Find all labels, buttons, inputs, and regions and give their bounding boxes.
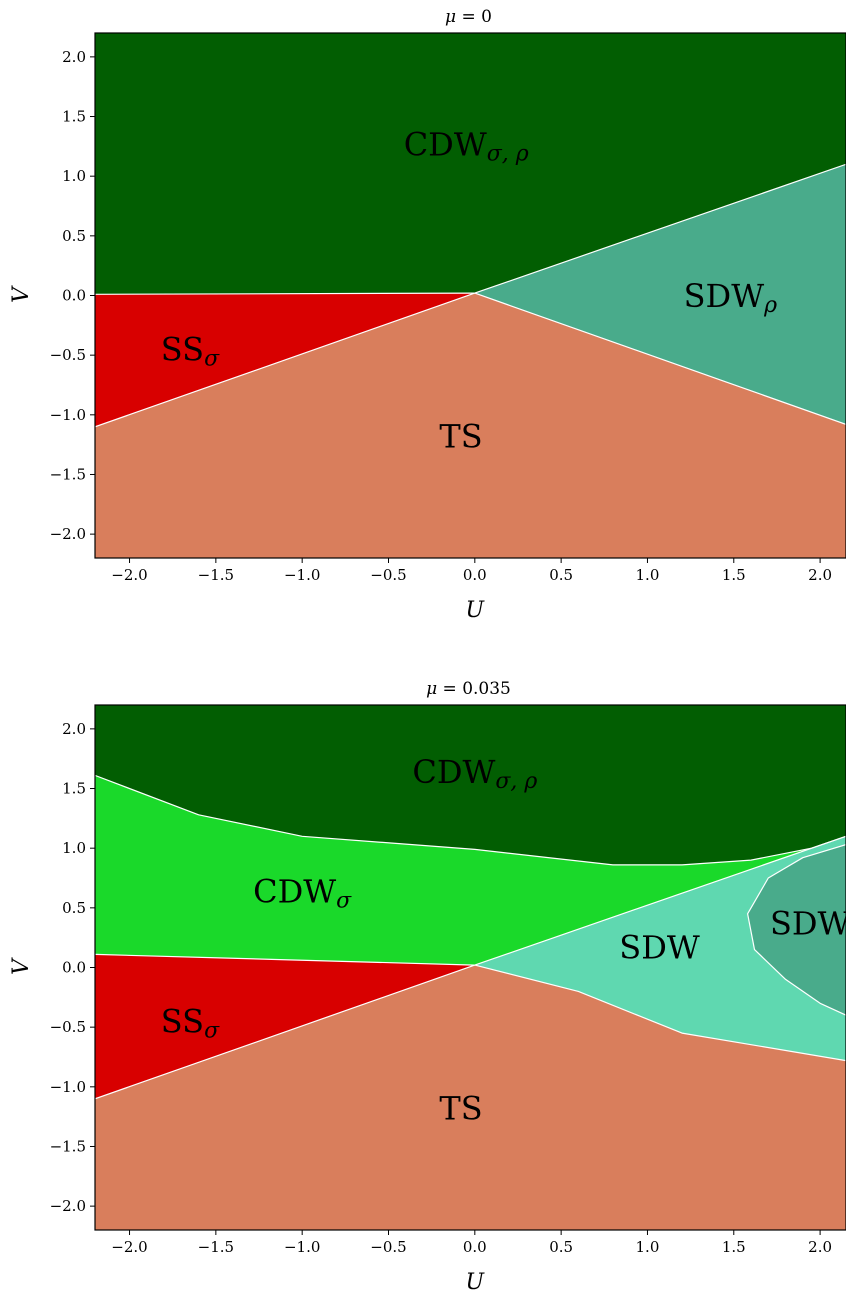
chart-panel-1: CDWσ, ρ SDWρ SSσ TS −2.0 −1.5 −1.0 −0.5 0.0 0.5 1.… <box>9 7 846 623</box>
region-SDW_rho <box>474 164 846 425</box>
phase-boundary <box>95 292 475 428</box>
x-tick-label: 2.0 <box>808 566 832 584</box>
x-tick-label: −0.5 <box>370 1238 406 1256</box>
x-axis-label: U <box>466 1270 486 1292</box>
phase-boundary <box>95 964 475 1100</box>
chart-title-mu: μ <box>426 679 437 699</box>
y-tick-label: 0.5 <box>62 227 86 245</box>
plot-area: CDWσ, ρ SDWρ SSσ TS <box>95 33 846 558</box>
region-label-TS: TS <box>439 1089 482 1127</box>
x-tick-label: 1.5 <box>722 566 746 584</box>
region-label-main: SDW <box>770 904 846 942</box>
region-label-main: CDW <box>253 872 336 910</box>
region-label-subscript: σ <box>204 1019 220 1044</box>
y-tick-label: −2.0 <box>50 1197 86 1215</box>
y-tick-label: 2.0 <box>62 48 86 66</box>
region-label-main: SDW <box>619 928 700 966</box>
chart-title-value: = 0 <box>456 7 492 27</box>
region-label-subscript: σ <box>204 347 220 372</box>
region-TS <box>95 293 846 558</box>
y-tick-label: 1.0 <box>62 167 86 185</box>
x-tick-label: 0.0 <box>463 1238 487 1256</box>
x-tick-label: 1.5 <box>722 1238 746 1256</box>
y-tick-label: −2.0 <box>50 525 86 543</box>
x-tick-label: 1.0 <box>636 566 660 584</box>
y-tick-label: −0.5 <box>50 1018 86 1036</box>
y-tick-label: 0.0 <box>62 959 86 977</box>
region-label-subscript: σ, ρ <box>487 141 529 166</box>
y-tick-label: 1.5 <box>62 108 86 126</box>
plot-area: CDWσ, ρCDWσSDWSDWρSSσTS <box>95 705 846 1230</box>
phase-boundary <box>474 835 846 966</box>
region-label-subscript: ρ <box>763 293 777 318</box>
x-axis-label: U <box>466 598 486 623</box>
y-tick-label: −1.5 <box>50 465 86 483</box>
chart-panel-2: CDWσ, ρCDWσSDWSDWρSSσTS−2.0−1.5−1.0−0.50… <box>9 679 846 1292</box>
phase-boundary <box>746 844 846 1016</box>
region-CDW_sigma_rho <box>95 705 846 865</box>
x-tick-label: −1.5 <box>198 566 234 584</box>
region-SDW_rho <box>747 844 846 1016</box>
phase-boundary <box>95 292 475 295</box>
region-label-subscript: σ <box>336 889 352 914</box>
region-SDW <box>474 836 846 1061</box>
region-label-main: TS <box>439 417 482 455</box>
region-label-main: SS <box>161 1002 204 1040</box>
x-tick-label: 0.5 <box>549 566 573 584</box>
y-tick-label: 1.0 <box>62 839 86 857</box>
y-axis-label: V <box>9 285 34 303</box>
region-label-main: TS <box>439 1089 482 1127</box>
region-label-main: CDW <box>412 753 495 791</box>
x-tick-label: −1.5 <box>198 1238 234 1256</box>
region-SS_sigma <box>95 954 475 1099</box>
region-label-main: SS <box>161 330 204 368</box>
region-label-SDW: SDW <box>619 928 700 966</box>
x-tick-label: 1.0 <box>636 1238 660 1256</box>
chart-title: μ = 0.035 <box>426 679 511 699</box>
y-tick-label: 0.5 <box>62 899 86 917</box>
y-tick-label: 2.0 <box>62 720 86 738</box>
y-tick-label: −0.5 <box>50 346 86 364</box>
region-label-SDW_rho: SDWρ <box>770 904 846 946</box>
phase-boundary <box>95 774 846 866</box>
x-tick-label: −1.0 <box>284 566 320 584</box>
phase-boundary <box>95 953 475 966</box>
y-tick-label: −1.0 <box>50 406 86 424</box>
region-TS <box>95 965 846 1230</box>
region-label-main: CDW <box>404 125 487 163</box>
region-CDW_sigma <box>95 775 846 966</box>
x-tick-label: −2.0 <box>111 1238 147 1256</box>
y-tick-label: −1.0 <box>50 1078 86 1096</box>
chart-title: μ = 0 <box>445 7 492 27</box>
region-label-SS_sigma: SSσ <box>161 330 220 372</box>
y-tick-label: −1.5 <box>50 1137 86 1155</box>
region-label-SS_sigma: SSσ <box>161 1002 220 1044</box>
phase-boundary <box>474 292 846 425</box>
x-tick-label: −0.5 <box>370 566 406 584</box>
region-label-TS: TS <box>439 417 482 455</box>
y-axis-label: V <box>9 957 34 975</box>
x-tick-label: −1.0 <box>284 1238 320 1256</box>
region-label-main: SDW <box>684 276 765 314</box>
x-tick-label: 0.5 <box>549 1238 573 1256</box>
x-tick-label: −2.0 <box>111 566 147 584</box>
y-tick-label: 0.0 <box>62 287 86 305</box>
chart-title-mu: μ <box>445 7 456 27</box>
region-label-CDW_sigma_rho: CDWσ, ρ <box>404 125 529 167</box>
x-tick-label: 0.0 <box>463 566 487 584</box>
region-label-CDW_sigma: CDWσ <box>253 872 352 914</box>
region-label-CDW_sigma_rho: CDWσ, ρ <box>412 753 537 795</box>
region-label-SDW_rho: SDWρ <box>684 276 777 318</box>
x-tick-label: 2.0 <box>808 1238 832 1256</box>
phase-boundary <box>474 163 846 294</box>
chart-title-value: = 0.035 <box>437 679 511 699</box>
region-label-subscript: σ, ρ <box>495 769 537 794</box>
y-tick-label: 1.5 <box>62 780 86 798</box>
phase-boundary <box>474 964 846 1062</box>
